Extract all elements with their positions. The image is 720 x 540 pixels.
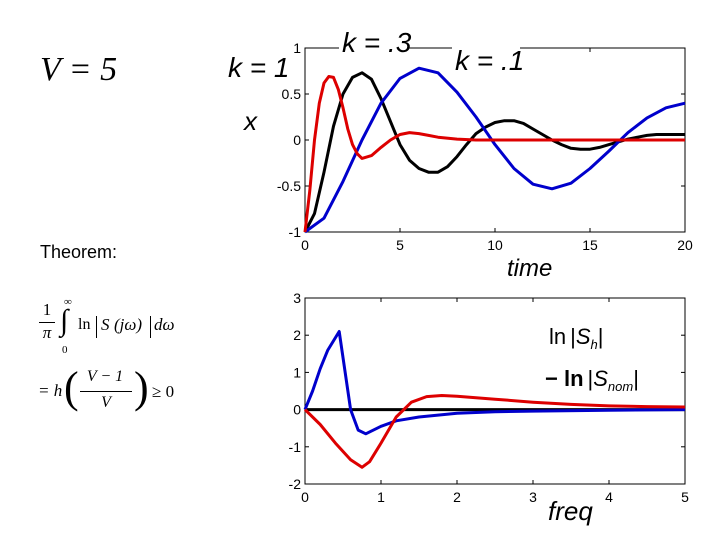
curve-annotation-2: k = .1: [455, 45, 524, 76]
formula-fraction-bar-2: [80, 391, 132, 392]
x-tick-label: 5: [396, 237, 404, 253]
integral-sign: ∫: [60, 304, 69, 337]
y-tick-label: -2: [289, 476, 302, 492]
formula-dw: dω: [154, 315, 175, 334]
x-tick-label: 10: [487, 237, 503, 253]
abs-bar-right: [150, 316, 151, 338]
legend-var: S: [576, 324, 591, 349]
legend-var: S: [593, 366, 608, 391]
formula-one: 1: [42, 300, 52, 319]
curve-annotation-0: k = 1: [228, 52, 289, 83]
theorem-formula: 1 π ∫ ∞ 0 ln S (jω) dω = h ( V − 1 V ) ≥…: [36, 296, 226, 416]
formula-numerator: V − 1: [86, 368, 124, 385]
x-tick-label: 20: [677, 237, 693, 253]
y-tick-label: 1: [293, 364, 301, 380]
legend-sub: nom: [608, 379, 633, 394]
series-line-1: [304, 66, 686, 234]
formula-denominator: V: [101, 394, 111, 411]
formula-ln: ln: [78, 316, 91, 333]
formula-eq-h: = h: [38, 381, 63, 400]
x-tick-label: 0: [301, 237, 309, 253]
formula-pi: π: [42, 323, 52, 342]
time-response-chart: 0 5 10 15 20 1 0.5 0 -0.5 -1 time x k = 1 k = .3 k = .…: [225, 26, 693, 282]
formula-jw: (jω): [114, 315, 143, 334]
y-tick-label: 2: [293, 327, 301, 343]
y-tick-label: 0.5: [282, 86, 302, 102]
theorem-label: Theorem:: [40, 242, 118, 262]
x-tick-label: 4: [605, 489, 613, 505]
x-axis-label: freq: [548, 496, 593, 526]
legend-sub: h: [591, 337, 598, 352]
sensitivity-chart: 0 1 2 3 4 5 3 2 1 0 -1 -2 freq ln |Sh| − ln |Snom|: [289, 290, 690, 526]
x-tick-label: 1: [377, 489, 385, 505]
x-tick-label: 0: [301, 489, 309, 505]
series-line-0: [303, 71, 685, 233]
series-line-2: [303, 394, 686, 469]
formula-fraction-bar: [39, 322, 55, 323]
legend-prefix: − ln: [545, 366, 584, 391]
abs-bar-left: [96, 316, 97, 338]
y-tick-label: -1: [289, 439, 302, 455]
y-tick-label: 0: [293, 132, 301, 148]
legend-entry-1: − ln |Snom|: [545, 366, 639, 394]
y-tick-label: 0: [293, 402, 301, 418]
integral-upper: ∞: [64, 296, 72, 308]
annotation-bg: [339, 26, 407, 58]
x-axis-label: time: [507, 255, 552, 282]
legend-entry-0: ln |Sh|: [549, 324, 603, 352]
formula-s: S: [101, 315, 110, 334]
annotation-bg: [452, 44, 520, 76]
annotation-bg: [225, 51, 283, 83]
y-tick-label: -0.5: [277, 178, 301, 194]
v-equation-text: V = 5: [40, 51, 118, 88]
y-tick-label: 3: [293, 290, 301, 306]
legend-prefix: ln: [549, 324, 566, 349]
paren-left: (: [64, 363, 79, 412]
x-tick-label: 3: [529, 489, 537, 505]
x-tick-label: 5: [681, 489, 689, 505]
plot-frame: [304, 297, 686, 485]
y-tick-label: 1: [293, 40, 301, 56]
series-line-1: [303, 330, 686, 436]
v-equation: V = 5: [40, 50, 117, 90]
curve-annotation-1: k = .3: [342, 27, 412, 58]
integral-lower: 0: [62, 344, 68, 356]
paren-right: ): [134, 363, 149, 412]
y-tick-label: -1: [289, 224, 302, 240]
formula-ge: ≥ 0: [152, 382, 175, 401]
x-tick-label: 2: [453, 489, 461, 505]
y-axis-label: x: [242, 106, 258, 136]
series-line-2: [303, 75, 685, 233]
x-tick-label: 15: [582, 237, 598, 253]
